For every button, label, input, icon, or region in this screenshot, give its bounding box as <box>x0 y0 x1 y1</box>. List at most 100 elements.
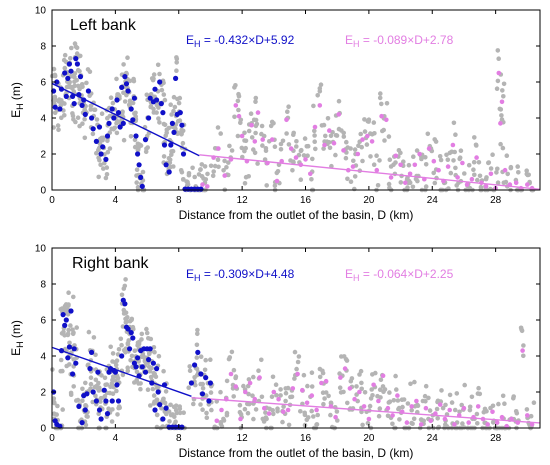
observation-point <box>242 130 247 136</box>
observation-point <box>394 387 399 392</box>
observation-point <box>440 405 446 411</box>
observation-point <box>360 158 365 164</box>
data-point <box>455 175 460 180</box>
observation-point <box>253 117 259 123</box>
observation-point <box>471 159 477 165</box>
observation-point <box>114 358 120 364</box>
data-point <box>243 389 248 395</box>
observation-point <box>260 143 265 148</box>
data-point <box>168 142 174 148</box>
observation-point <box>202 367 208 373</box>
observation-point <box>366 117 372 122</box>
observation-point <box>88 375 94 381</box>
observation-point <box>453 132 458 137</box>
observation-point <box>80 398 85 404</box>
observation-point <box>494 86 500 91</box>
observation-point <box>114 388 119 394</box>
observation-point <box>176 100 182 106</box>
observation-point <box>435 398 441 404</box>
observation-point <box>62 52 68 58</box>
observation-point <box>458 148 464 153</box>
observation-point <box>494 170 499 175</box>
observation-point <box>301 372 307 378</box>
data-point <box>79 102 85 108</box>
observation-point <box>381 127 387 133</box>
observation-point <box>203 393 209 398</box>
observation-point <box>55 403 60 409</box>
observation-point <box>521 343 526 348</box>
observation-point <box>87 69 93 74</box>
data-point <box>114 382 120 388</box>
observation-point <box>306 415 311 420</box>
data-point <box>403 180 408 186</box>
observation-point <box>526 172 531 178</box>
data-point <box>331 140 337 146</box>
data-point <box>445 164 451 169</box>
observation-point <box>478 184 484 190</box>
data-point <box>371 382 376 388</box>
y-tick-label: 10 <box>35 244 47 255</box>
data-point <box>195 349 201 355</box>
observation-point <box>395 398 401 403</box>
observation-point <box>129 316 135 322</box>
data-point <box>290 386 296 391</box>
observation-point <box>255 161 260 166</box>
observation-point <box>256 368 261 374</box>
observation-point <box>298 177 304 182</box>
observation-point <box>229 148 235 153</box>
y-tick-label: 10 <box>35 6 47 17</box>
observation-point <box>438 157 444 163</box>
observation-point <box>508 165 514 171</box>
observation-point <box>323 133 328 139</box>
observation-point <box>259 123 265 129</box>
observation-point <box>70 331 76 337</box>
observation-point <box>204 410 209 416</box>
data-point <box>90 126 96 132</box>
data-point <box>219 407 224 413</box>
data-point <box>390 413 395 418</box>
observation-point <box>172 104 178 110</box>
observation-point <box>88 107 93 112</box>
observation-point <box>127 98 133 104</box>
observation-point <box>359 380 364 386</box>
observation-point <box>423 399 428 404</box>
observation-point <box>253 99 258 104</box>
data-point <box>65 355 71 361</box>
x-tick-label: 28 <box>490 433 502 444</box>
data-point <box>154 97 160 103</box>
y-label-sub: H <box>15 103 25 110</box>
observation-point <box>171 108 176 114</box>
observation-point <box>152 349 157 355</box>
observation-point <box>286 104 291 109</box>
data-point <box>395 393 400 398</box>
observation-point <box>354 384 359 389</box>
data-point <box>160 416 166 422</box>
observation-point <box>69 45 74 51</box>
observation-point <box>352 147 358 152</box>
x-tick-label: 20 <box>363 195 375 206</box>
observation-point <box>321 122 327 128</box>
observation-point <box>229 349 235 355</box>
observation-point <box>305 383 310 389</box>
observation-point <box>144 92 150 98</box>
observation-point <box>405 401 411 406</box>
data-point <box>433 411 438 416</box>
observation-point <box>377 95 383 101</box>
data-point <box>409 404 415 409</box>
observation-point <box>472 135 477 140</box>
observation-point <box>302 136 308 141</box>
data-point <box>57 106 63 112</box>
data-point <box>100 144 106 150</box>
observation-point <box>162 97 168 103</box>
observation-point <box>187 368 193 374</box>
data-point <box>131 95 137 101</box>
observation-point <box>72 74 77 80</box>
x-tick-label: 8 <box>176 433 182 444</box>
observation-point <box>457 409 462 415</box>
data-point <box>255 110 261 115</box>
observation-point <box>168 102 173 107</box>
plot-frame <box>51 9 541 191</box>
observation-point <box>163 133 168 138</box>
observation-point <box>409 420 414 426</box>
